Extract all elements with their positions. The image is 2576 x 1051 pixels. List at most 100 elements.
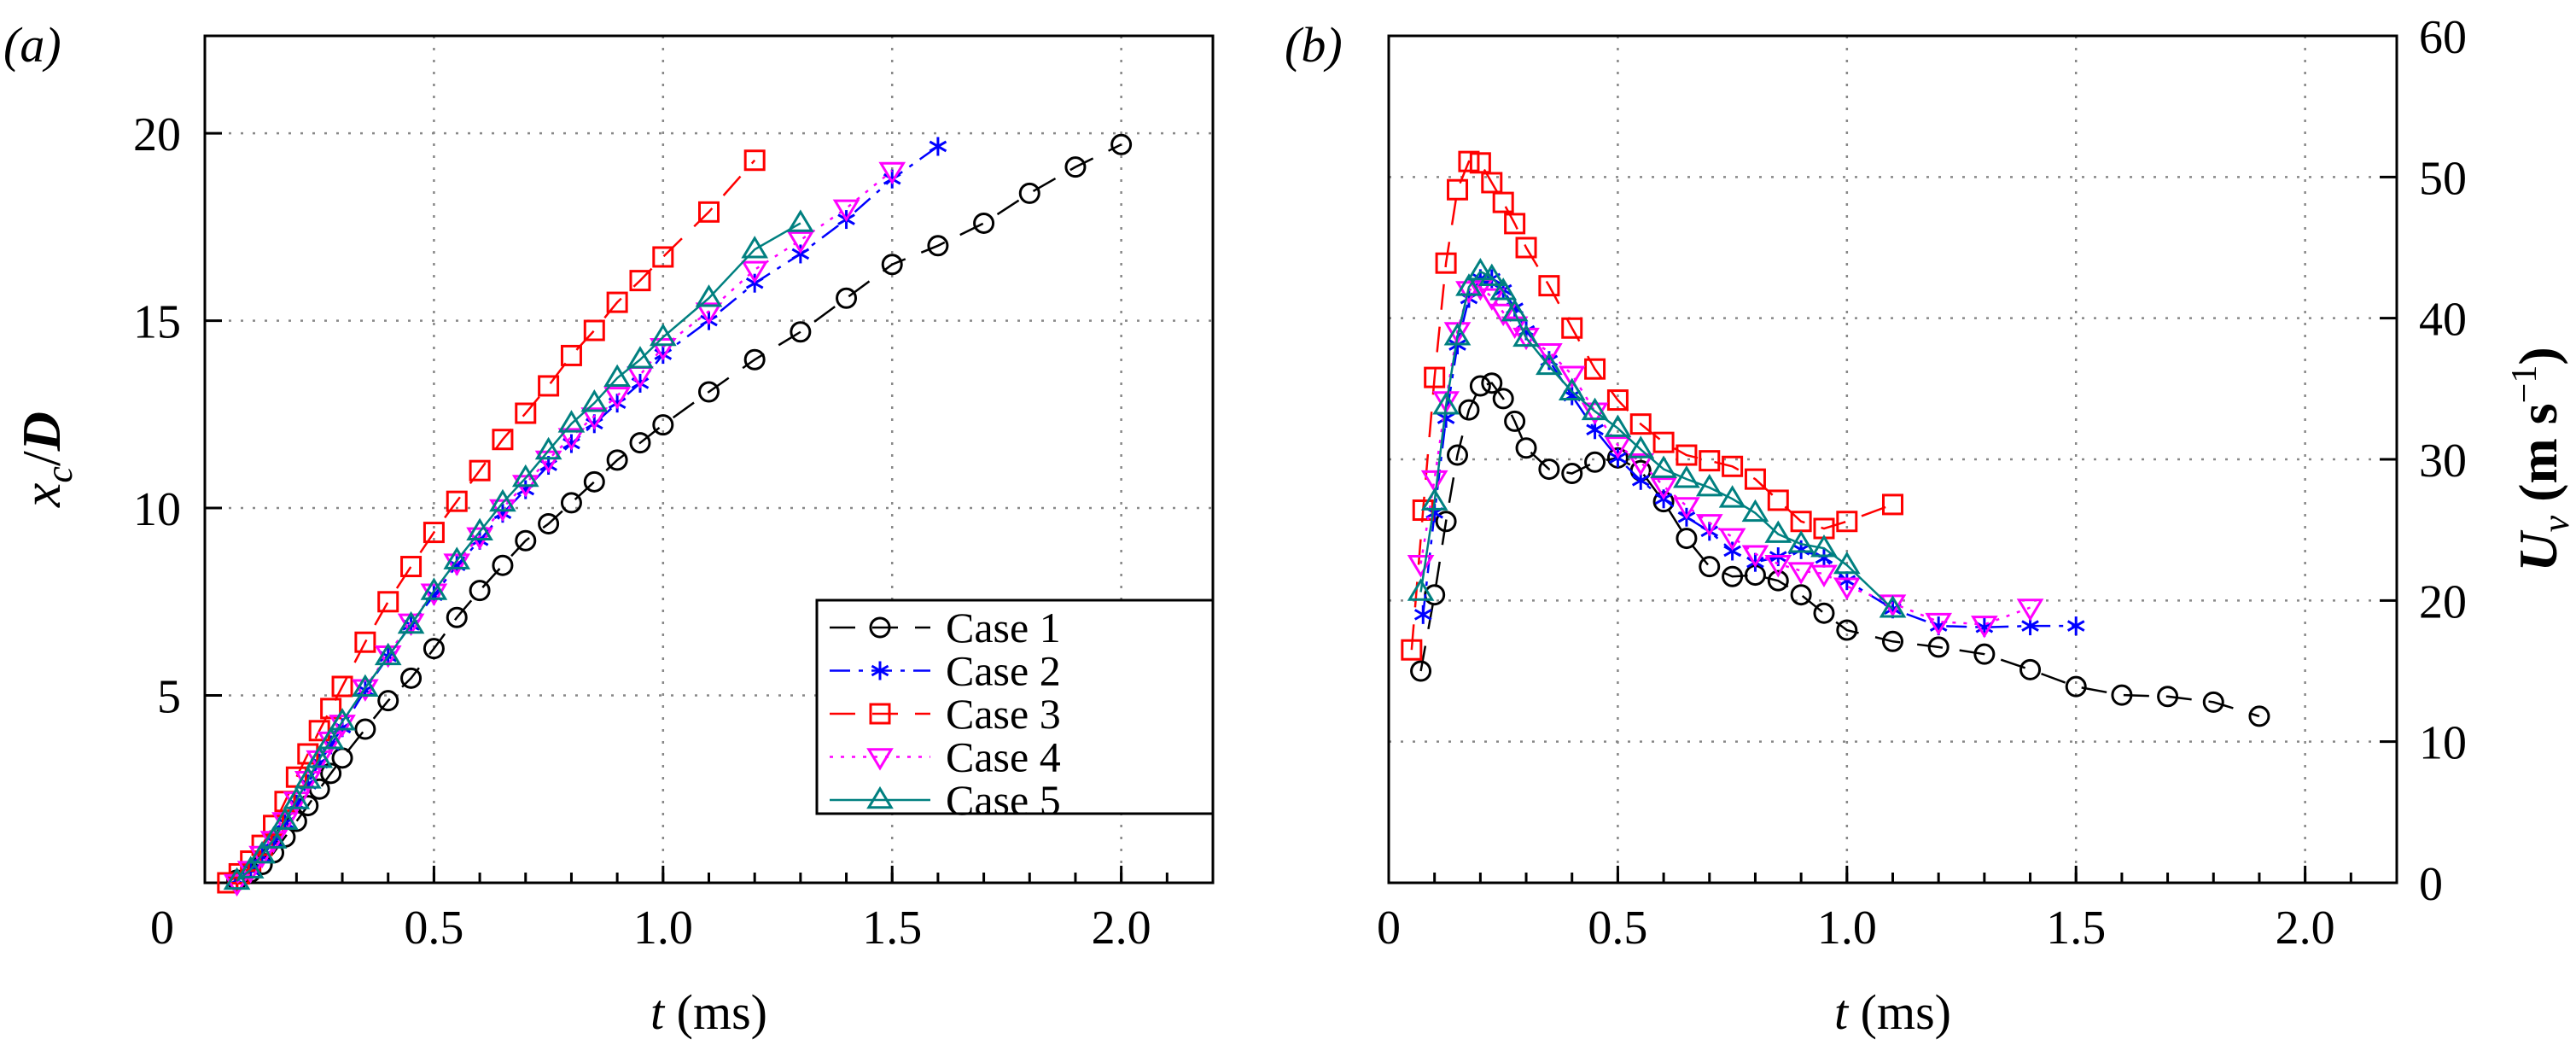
data-point: [1561, 317, 1583, 339]
data-point: [2065, 675, 2087, 698]
data-point: [1787, 562, 1815, 585]
y-tick-label: 15: [133, 296, 181, 349]
y-axis-label: xc/D: [11, 412, 80, 508]
data-point: [317, 731, 345, 755]
y-tick-label: 0: [2419, 858, 2443, 911]
data-point: [1458, 150, 1480, 172]
data-point: [881, 254, 903, 276]
data-point: [1604, 414, 1632, 437]
legend-label: Case 1: [946, 604, 1061, 651]
data-point: [1110, 133, 1133, 155]
y-axis-label-unit: (m s: [2508, 403, 2568, 516]
data-point: [1407, 555, 1435, 578]
data-point: [2016, 598, 2044, 622]
series-case-5: [1407, 257, 1907, 618]
data-point: [1477, 263, 1506, 287]
data-point: [649, 338, 677, 361]
y-axis-label-close: ): [2508, 347, 2568, 365]
data-point: [352, 674, 379, 698]
data-point: [1673, 465, 1700, 488]
x-tick-label: 0.5: [1588, 902, 1647, 955]
data-point: [2066, 616, 2085, 636]
legend-marker: [869, 703, 891, 725]
data-point: [1787, 530, 1815, 553]
data-point: [420, 583, 448, 606]
data-point: [1629, 413, 1652, 435]
data-point: [397, 610, 425, 634]
data-point: [743, 149, 766, 172]
data-point: [606, 449, 628, 471]
data-point: [2248, 705, 2270, 727]
panel-b: 0 0.5 1.0 1.5 2.0 0 10 20 30 40 50 60 (b) t (ms) Uv (m…: [1285, 11, 2576, 1040]
data-point: [1581, 402, 1609, 425]
data-point: [446, 490, 468, 512]
data-point: [1882, 630, 1903, 652]
series-case-5: [223, 209, 814, 890]
series-line: [1410, 160, 1893, 651]
data-point: [329, 708, 356, 731]
legend-item: Case 5: [830, 776, 1061, 824]
data-point: [320, 762, 342, 785]
data-point: [423, 638, 445, 660]
y-tick-label: 20: [133, 108, 181, 161]
legend-item: Case 2: [830, 647, 1061, 695]
data-point: [698, 201, 720, 223]
series-line: [1419, 270, 1894, 610]
data-point: [741, 236, 769, 259]
data-point: [1458, 399, 1480, 421]
panel-label: (a): [3, 17, 61, 73]
data-point: [1676, 444, 1698, 466]
data-point: [1515, 437, 1537, 459]
x-axis-label: t (ms): [1834, 984, 1951, 1040]
data-point: [1455, 281, 1483, 304]
x-tick-label: 2.0: [2276, 902, 2335, 955]
data-point: [534, 436, 562, 460]
data-point: [883, 169, 901, 189]
data-point: [1746, 552, 1764, 572]
data-point: [1604, 436, 1632, 459]
data-point: [1492, 191, 1514, 213]
legend-label: Case 5: [946, 776, 1061, 824]
data-point: [1504, 410, 1526, 432]
data-point: [627, 346, 654, 369]
data-point: [878, 161, 906, 185]
data-point: [283, 791, 311, 815]
data-point: [1538, 458, 1560, 481]
legend-marker: [866, 748, 894, 771]
series-line: [236, 222, 801, 882]
data-point: [469, 580, 491, 602]
data-point: [1722, 455, 1744, 477]
data-point: [1718, 485, 1746, 508]
data-point: [423, 522, 445, 544]
data-point: [1435, 511, 1457, 533]
data-point: [1790, 584, 1812, 606]
data-point: [2019, 658, 2042, 680]
data-point: [1744, 468, 1766, 490]
axis-ticks: [203, 131, 1169, 883]
data-point: [791, 244, 810, 264]
data-point: [1561, 463, 1583, 485]
data-point: [1833, 577, 1861, 600]
data-point: [1410, 660, 1432, 682]
data-point: [377, 690, 399, 712]
data-point: [743, 348, 766, 371]
data-point: [1447, 444, 1469, 466]
data-point: [294, 770, 322, 794]
x-tick-label: 1.0: [633, 902, 693, 955]
data-point: [374, 642, 402, 666]
data-point: [698, 381, 720, 403]
data-point: [787, 209, 814, 232]
data-point: [1424, 366, 1446, 388]
data-point: [1489, 303, 1518, 327]
data-point: [377, 591, 399, 613]
data-point: [1512, 324, 1540, 347]
data-point: [1435, 252, 1457, 274]
data-point: [515, 402, 537, 424]
data-point: [1767, 569, 1789, 592]
data-point: [317, 727, 345, 750]
data-point: [511, 464, 539, 488]
data-point: [354, 718, 376, 740]
data-point: [1481, 172, 1503, 194]
data-point: [248, 840, 276, 864]
data-point: [306, 750, 334, 774]
